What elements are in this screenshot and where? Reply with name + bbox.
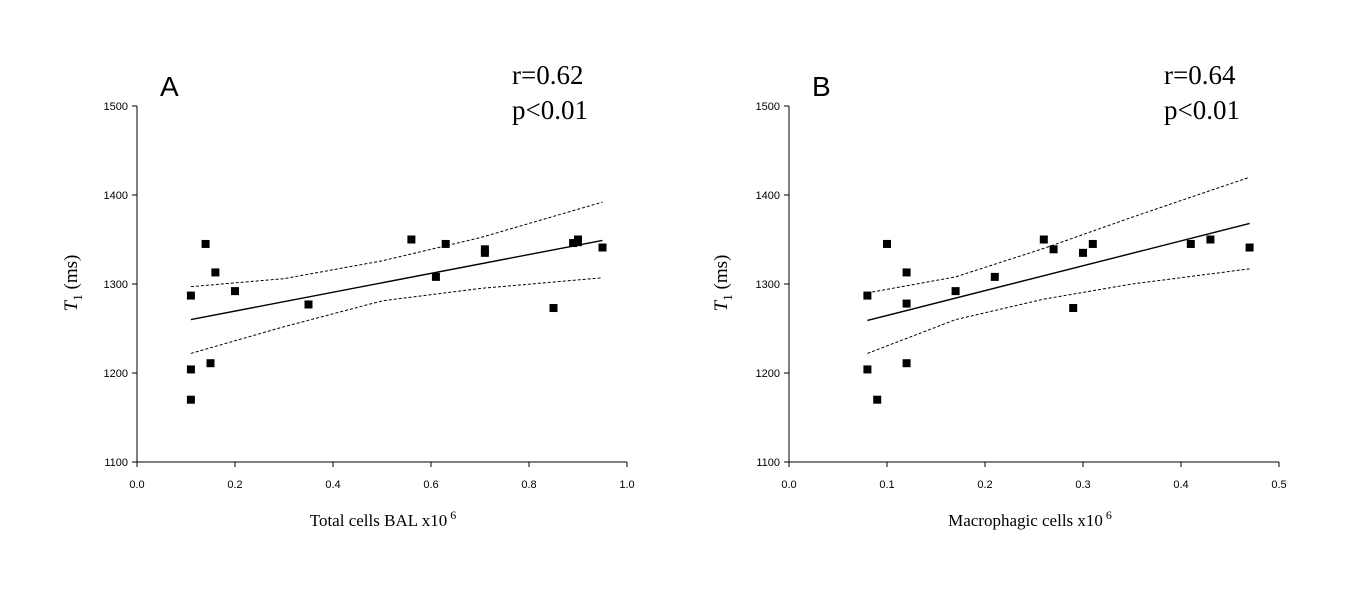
data-point [863,365,872,374]
x-tick-label: 0.4 [1173,479,1188,491]
data-point [1049,245,1058,254]
data-point [598,243,607,252]
x-axis-title-text: Macrophagic cells x10 [948,511,1103,530]
y-axis-title-unit: (ms) [61,255,82,295]
data-point [1088,239,1097,248]
y-axis-title-subscript: 1 [720,294,735,301]
panel-label: A [160,71,179,102]
y-axis-title-symbol: T [711,299,732,311]
data-point [549,304,558,313]
data-point [1245,243,1254,252]
data-point [304,300,313,309]
data-point [441,239,450,248]
data-point [951,287,960,296]
x-tick-label: 0.2 [227,479,242,491]
y-tick-label: 1100 [104,457,128,469]
y-tick-label: 1200 [756,368,780,380]
correlation-r-text: r=0.64 [1164,60,1236,90]
ci-lower-curve [190,277,603,354]
y-axis-title: T1 (ms) [711,255,735,312]
y-axis-title-unit: (ms) [711,255,732,295]
p-value-text: p<0.01 [512,95,588,125]
data-point [902,359,911,368]
x-tick-label: 0.0 [781,479,796,491]
data-point [407,235,416,244]
data-point [574,238,582,247]
data-point [1039,235,1048,244]
x-tick-label: 0.5 [1271,479,1286,491]
x-tick-label: 0.1 [879,479,894,491]
x-tick-label: 0.0 [129,479,144,491]
y-axis-title-symbol: T [61,299,82,311]
x-tick-label: 0.8 [521,479,536,491]
y-tick-label: 1300 [104,279,128,291]
y-tick-label: 1400 [104,190,128,202]
correlation-r-text: r=0.62 [512,60,583,90]
data-point [873,395,882,404]
data-point [1079,248,1087,257]
x-axis-title-superscript: 6 [1106,508,1112,522]
ci-upper-curve [867,176,1250,294]
data-point [186,395,195,404]
data-point [431,272,440,281]
data-point [211,268,220,277]
data-point [206,359,215,368]
data-point [231,287,239,296]
y-tick-label: 1400 [756,190,780,202]
x-axis-title: Macrophagic cells x10 6 [948,508,1112,530]
y-tick-label: 1500 [104,101,128,113]
data-point [990,272,999,281]
panel-label: B [812,71,831,102]
y-tick-label: 1500 [756,101,780,113]
x-tick-label: 1.0 [619,479,634,491]
ci-lower-curve [867,268,1250,354]
x-axis-title: Total cells BAL x10 6 [310,508,456,530]
x-tick-label: 0.4 [325,479,340,491]
data-point [1069,304,1078,313]
data-point [902,268,911,277]
x-tick-label: 0.2 [977,479,992,491]
y-axis-title: T1 (ms) [61,255,85,312]
x-tick-label: 0.3 [1075,479,1090,491]
data-point [186,291,195,300]
regression-line [867,222,1250,322]
data-point [863,291,872,300]
y-tick-label: 1300 [756,279,780,291]
x-axis-title-text: Total cells BAL x10 [310,511,447,530]
x-axis-title-superscript: 6 [450,508,456,522]
regression-line [190,239,603,321]
data-point [1206,235,1215,244]
data-point [201,239,210,248]
p-value-text: p<0.01 [1164,95,1240,125]
data-point [1186,239,1195,248]
chart-panel-b: 1100 1200 1300 1400 1500 0.0 0.1 0.2 0.3 0.4 0.5 B r… [711,60,1287,530]
y-axis-title-subscript: 1 [70,294,85,301]
data-point [569,239,578,248]
data-point [883,239,891,248]
x-tick-label: 0.6 [423,479,438,491]
data-point [902,299,911,308]
y-tick-label: 1200 [104,368,128,380]
data-point [480,248,489,257]
ci-upper-curve [190,201,603,288]
data-point [186,365,195,374]
chart-panel-a: 1100 1200 1300 1400 1500 0.0 0.2 0.4 0.6 0.8 1.0 A r… [61,60,635,530]
y-tick-label: 1100 [756,457,780,469]
